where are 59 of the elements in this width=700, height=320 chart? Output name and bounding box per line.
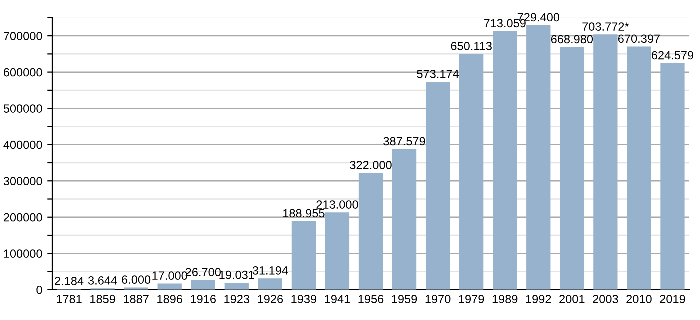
bar: [460, 54, 484, 290]
y-tick-label: 500000: [4, 104, 42, 113]
x-tick-label: 1992: [526, 295, 552, 304]
x-tick-label: 1926: [258, 295, 284, 304]
x-tick-label: 2001: [560, 295, 585, 304]
x-tick-label: 1970: [426, 295, 451, 304]
data-label: 17.000: [152, 272, 188, 280]
bar: [526, 25, 551, 290]
bar: [191, 280, 216, 290]
y-tick-label: 200000: [4, 213, 42, 222]
x-tick-label: 1896: [158, 295, 182, 304]
bar: [358, 173, 384, 290]
bar: [426, 82, 450, 290]
y-tick-label: 600000: [4, 68, 42, 77]
data-label: 624.579: [652, 51, 694, 60]
x-tick-label: 1941: [325, 295, 350, 304]
data-label: 670.397: [618, 34, 660, 44]
data-label: 6.000: [122, 276, 151, 284]
data-label: 573.174: [417, 70, 460, 78]
data-label: 387.579: [384, 137, 426, 146]
bar: [493, 31, 518, 290]
data-label: 322.000: [350, 161, 392, 170]
bar: [660, 63, 685, 290]
x-tick-label: 1989: [492, 295, 518, 304]
x-tick-label: 2003: [593, 295, 618, 304]
x-tick-label: 1959: [392, 295, 418, 304]
x-tick-label: 1956: [358, 295, 384, 304]
x-tick-label: 1781: [57, 295, 82, 304]
x-tick-label: 1859: [90, 295, 116, 304]
bar: [224, 283, 249, 290]
bar: [627, 46, 652, 290]
y-tick-label: 700000: [4, 32, 42, 40]
bar: [594, 34, 618, 290]
x-tick-label: 1979: [459, 295, 484, 304]
data-label: 213.000: [316, 200, 358, 209]
data-label: 188.955: [284, 209, 325, 218]
data-label: 650.113: [451, 42, 492, 50]
x-tick-label: 1939: [292, 295, 317, 304]
y-tick-label: 300000: [4, 177, 42, 186]
data-label: 668.980: [551, 35, 594, 44]
y-tick-label: 0: [36, 286, 42, 294]
y-tick-label: 100000: [4, 250, 42, 258]
data-label: 3.644: [88, 276, 118, 285]
x-tick-label: 1923: [224, 295, 250, 304]
x-tick-label: 1887: [124, 295, 149, 304]
bar: [325, 212, 350, 290]
y-tick-label: 400000: [4, 140, 42, 150]
data-label: 31.194: [252, 266, 288, 275]
data-label: 703.772*: [582, 22, 630, 31]
bar: [258, 278, 282, 290]
x-tick-label: 1916: [191, 295, 216, 304]
data-label: 2.184: [55, 277, 84, 286]
bar: [392, 149, 417, 290]
x-tick-label: 2010: [626, 295, 652, 304]
data-label: 26.700: [186, 268, 221, 277]
bar: [560, 47, 584, 290]
bar: [292, 221, 316, 290]
x-tick-label: 2019: [660, 295, 686, 304]
data-label: 19.031: [220, 270, 254, 280]
